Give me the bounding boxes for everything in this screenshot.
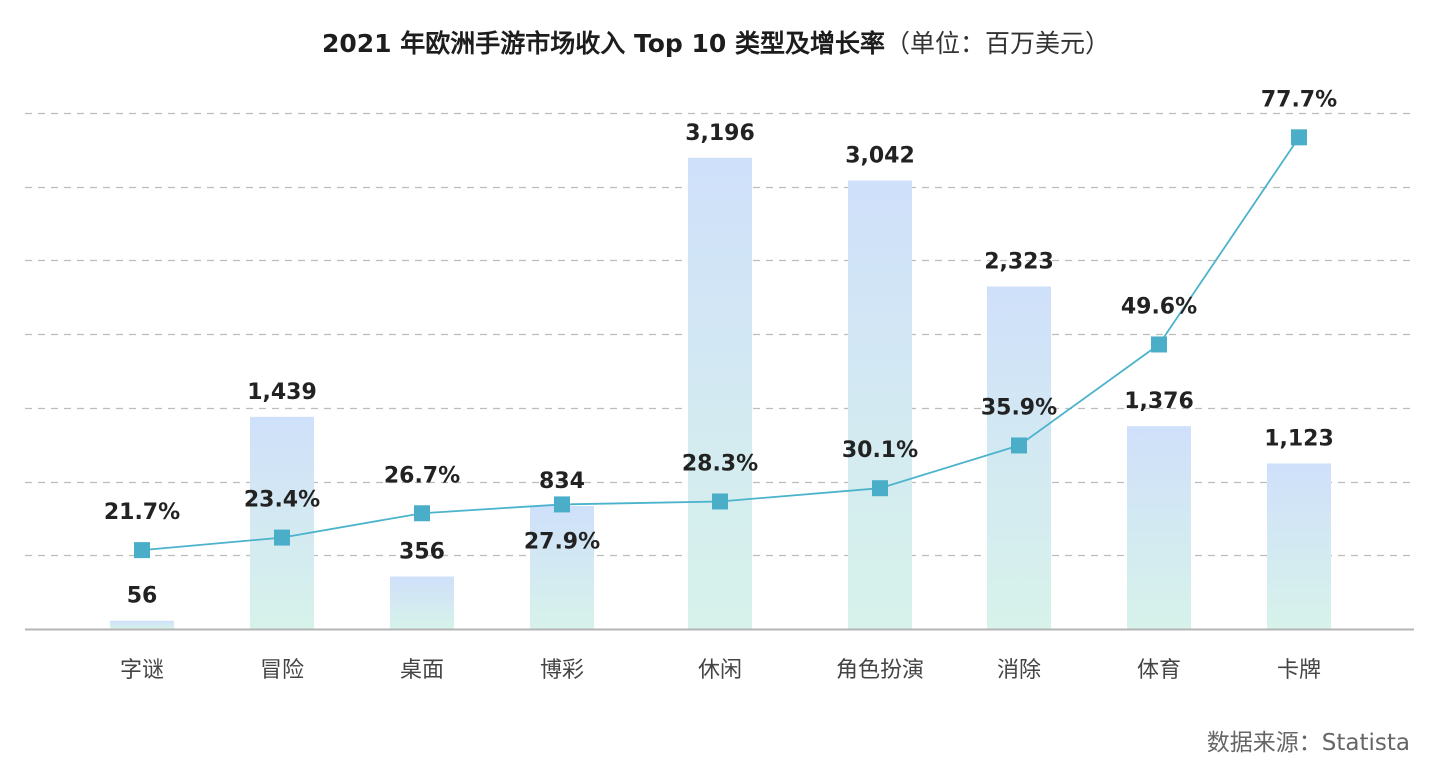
growth-marker (554, 496, 570, 513)
bar-value-label: 1,439 (247, 380, 317, 405)
growth-marker (134, 542, 150, 559)
growth-marker (1291, 129, 1307, 146)
category-label: 卡牌 (1277, 658, 1321, 683)
category-label: 冒险 (260, 658, 304, 683)
bar (987, 286, 1051, 629)
growth-marker (1151, 336, 1167, 353)
category-labels: 字谜 冒险 桌面 博彩 休闲 角色扮演 消除 体育 卡牌 (120, 658, 1321, 683)
bar (390, 576, 454, 629)
growth-marker (414, 505, 430, 522)
growth-marker (1011, 437, 1027, 454)
growth-value-label: 26.7% (384, 463, 460, 488)
growth-value-label: 23.4% (244, 488, 320, 513)
growth-marker (712, 493, 728, 510)
bar (688, 157, 752, 629)
bar-value-label: 356 (399, 540, 445, 565)
growth-value-label: 77.7% (1261, 87, 1337, 112)
category-label: 角色扮演 (836, 658, 924, 683)
bar (1127, 426, 1191, 629)
growth-line (134, 129, 1307, 559)
bar (848, 180, 912, 630)
bar-value-label: 1,376 (1124, 389, 1194, 414)
bar-value-label: 1,123 (1264, 426, 1334, 451)
bar-value-label: 3,196 (685, 121, 755, 146)
bar (530, 506, 594, 629)
category-label: 字谜 (120, 658, 164, 683)
growth-marker (872, 480, 888, 497)
category-label: 消除 (997, 658, 1041, 683)
category-label: 体育 (1137, 658, 1181, 683)
growth-value-label: 30.1% (842, 438, 918, 463)
bar (250, 416, 314, 629)
growth-value-label: 49.6% (1121, 294, 1197, 319)
bar (110, 620, 174, 629)
category-label: 休闲 (698, 658, 742, 683)
bars (110, 157, 1331, 630)
growth-value-label: 21.7% (104, 500, 180, 525)
growth-value-label: 28.3% (682, 451, 758, 476)
growth-value-label: 27.9% (524, 529, 600, 554)
chart-unit: （单位：百万美元） (885, 29, 1110, 58)
data-labels: 56 1,439 356 834 3,196 3,042 2,323 1,376 1,123 21… (104, 87, 1337, 608)
bar-value-label: 834 (539, 469, 585, 494)
bar-value-label: 56 (127, 584, 158, 609)
category-label: 桌面 (400, 658, 444, 683)
growth-value-label: 35.9% (981, 395, 1057, 420)
bar-value-label: 2,323 (984, 250, 1054, 275)
source-note: 数据来源：Statista (1207, 730, 1410, 756)
growth-marker (274, 529, 290, 546)
bar (1267, 463, 1331, 629)
category-label: 博彩 (540, 658, 584, 683)
chart-title: 2021 年欧洲手游市场收入 Top 10 类型及增长率（单位：百万美元） (322, 29, 1110, 58)
bar-value-label: 3,042 (845, 144, 915, 169)
